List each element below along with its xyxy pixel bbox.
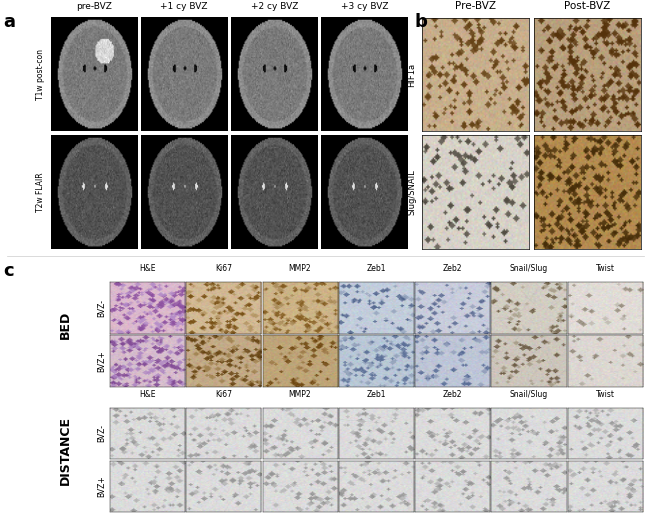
Text: Twist: Twist [596, 264, 615, 273]
Text: H&E: H&E [139, 390, 155, 398]
Text: Ki67: Ki67 [215, 390, 232, 398]
Text: pre-BVZ: pre-BVZ [76, 3, 112, 11]
Text: DISTANCE: DISTANCE [58, 415, 72, 484]
Text: a: a [3, 13, 15, 31]
Text: BVZ-: BVZ- [97, 424, 106, 442]
Text: +3 cy BVZ: +3 cy BVZ [341, 3, 388, 11]
Text: +2 cy BVZ: +2 cy BVZ [250, 3, 298, 11]
Text: b: b [415, 13, 428, 31]
Text: MMP2: MMP2 [289, 264, 311, 273]
Text: Post-BVZ: Post-BVZ [564, 2, 610, 11]
Text: Zeb1: Zeb1 [367, 390, 386, 398]
Text: Zeb2: Zeb2 [443, 264, 462, 273]
Text: Ki67: Ki67 [215, 264, 232, 273]
Text: BED: BED [58, 310, 72, 339]
Text: Twist: Twist [596, 390, 615, 398]
Text: BVZ+: BVZ+ [97, 350, 106, 371]
Text: MMP2: MMP2 [289, 390, 311, 398]
Text: Zeb2: Zeb2 [443, 390, 462, 398]
Text: H&E: H&E [139, 264, 155, 273]
Text: c: c [3, 262, 14, 280]
Text: Zeb1: Zeb1 [367, 264, 386, 273]
Text: Slug/SNAIL: Slug/SNAIL [407, 169, 416, 215]
Text: T1w post-con: T1w post-con [36, 49, 46, 100]
Text: +1 cy BVZ: +1 cy BVZ [161, 3, 208, 11]
Text: BVZ-: BVZ- [97, 299, 106, 316]
Text: Snail/Slug: Snail/Slug [510, 390, 548, 398]
Text: BVZ+: BVZ+ [97, 476, 106, 497]
Text: Snail/Slug: Snail/Slug [510, 264, 548, 273]
Text: HIF1a: HIF1a [407, 62, 416, 87]
Text: Pre-BVZ: Pre-BVZ [455, 2, 496, 11]
Text: T2w FLAIR: T2w FLAIR [36, 172, 46, 212]
